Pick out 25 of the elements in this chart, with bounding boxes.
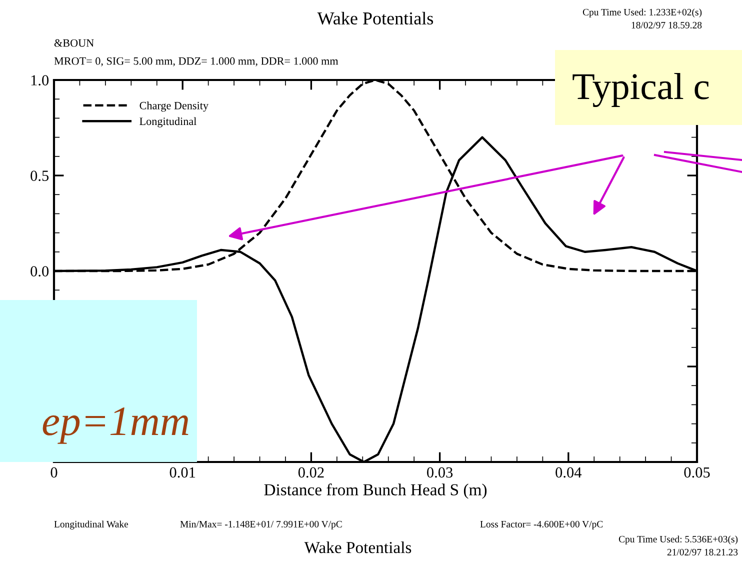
text: Min/Max= -1.148E+01/ 7.991E+00 V/pC bbox=[180, 520, 342, 530]
x-tick-label: 0.02 bbox=[298, 467, 324, 478]
text: Wake Potentials bbox=[304, 541, 412, 554]
y-tick-label: 1.0 bbox=[31, 75, 49, 86]
text: &BOUN bbox=[54, 39, 94, 47]
x-tick-label: 0.05 bbox=[684, 467, 710, 478]
y-tick-label: 0.5 bbox=[30, 170, 49, 182]
x-tick-label: 0.01 bbox=[170, 467, 196, 478]
x-axis-title: Distance from Bunch Head S (m) bbox=[264, 483, 487, 499]
text: Cpu Time Used: 1.233E+02(s) bbox=[582, 8, 702, 18]
text: 21/02/97 18.21.23 bbox=[667, 548, 738, 556]
legend-label: Longitudinal bbox=[140, 117, 196, 128]
legend-label: Charge Density bbox=[140, 102, 208, 112]
y-tick-label: 0.0 bbox=[30, 266, 49, 277]
text: Longitudinal Wake bbox=[54, 520, 128, 530]
x-tick-label: 0.04 bbox=[556, 467, 582, 478]
text: Cpu Time Used: 5.536E+03(s) bbox=[618, 536, 738, 544]
chart-title: Wake Potentials bbox=[317, 12, 434, 25]
text: 18/02/97 18.59.28 bbox=[632, 22, 702, 28]
annotation: Typical c bbox=[572, 72, 709, 108]
annotation: ep=1mm bbox=[42, 408, 188, 444]
x-tick-label: 0.03 bbox=[427, 467, 453, 478]
text: Loss Factor= -4.600E+00 V/pC bbox=[480, 520, 603, 530]
chart-subtitle: MROT= 0, SIG= 5.00 mm, DDZ= 1.000 mm, DDR= 1.000 mm bbox=[54, 57, 338, 66]
x-tick-label: 0 bbox=[50, 467, 58, 478]
